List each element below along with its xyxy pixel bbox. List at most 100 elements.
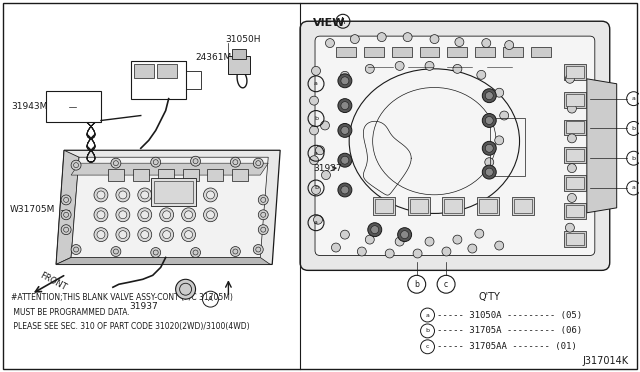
Circle shape — [61, 210, 71, 220]
Text: b: b — [314, 116, 318, 121]
Circle shape — [312, 66, 321, 76]
Circle shape — [316, 146, 324, 155]
Circle shape — [385, 249, 394, 258]
Circle shape — [191, 247, 200, 257]
Circle shape — [395, 61, 404, 70]
Circle shape — [485, 144, 493, 152]
Polygon shape — [71, 163, 268, 175]
Text: b: b — [632, 126, 636, 131]
Bar — [566, 66, 584, 78]
Circle shape — [259, 210, 268, 220]
Circle shape — [338, 183, 352, 197]
Polygon shape — [56, 150, 79, 264]
Circle shape — [453, 235, 462, 244]
Circle shape — [483, 89, 496, 103]
Circle shape — [116, 208, 130, 222]
Circle shape — [477, 70, 486, 79]
Circle shape — [151, 157, 161, 167]
Circle shape — [312, 186, 321, 195]
Text: c: c — [444, 280, 448, 289]
Circle shape — [425, 61, 434, 70]
Bar — [134, 64, 154, 78]
Circle shape — [94, 188, 108, 202]
Circle shape — [97, 211, 105, 219]
Circle shape — [505, 41, 514, 49]
Text: A: A — [340, 17, 346, 26]
Text: 31943M: 31943M — [12, 102, 48, 111]
Circle shape — [184, 191, 193, 199]
Bar — [514, 199, 532, 213]
Circle shape — [230, 247, 241, 256]
Circle shape — [111, 247, 121, 256]
Bar — [564, 64, 586, 80]
Circle shape — [377, 33, 386, 42]
Circle shape — [94, 228, 108, 241]
Circle shape — [151, 247, 161, 257]
Bar — [154, 181, 193, 203]
Circle shape — [116, 228, 130, 241]
Circle shape — [341, 77, 349, 85]
Circle shape — [163, 191, 171, 199]
Bar — [564, 119, 586, 135]
Bar — [564, 203, 586, 219]
Circle shape — [61, 195, 71, 205]
Bar — [479, 199, 497, 213]
Circle shape — [442, 247, 451, 256]
Circle shape — [230, 157, 241, 167]
Circle shape — [253, 244, 263, 254]
Circle shape — [321, 121, 330, 130]
Circle shape — [310, 96, 319, 105]
Bar — [566, 149, 584, 161]
Bar — [46, 91, 101, 122]
Bar — [133, 169, 148, 181]
Circle shape — [338, 124, 352, 137]
Circle shape — [403, 33, 412, 42]
Bar — [566, 232, 584, 244]
Bar — [157, 64, 177, 78]
Text: VIEW: VIEW — [313, 18, 346, 28]
Circle shape — [357, 247, 366, 256]
Circle shape — [204, 188, 218, 202]
Circle shape — [365, 235, 374, 244]
Circle shape — [482, 39, 491, 48]
Circle shape — [395, 237, 404, 246]
Text: a: a — [314, 151, 318, 156]
Circle shape — [401, 231, 408, 238]
Circle shape — [483, 165, 496, 179]
Circle shape — [338, 99, 352, 113]
Circle shape — [340, 230, 349, 239]
Circle shape — [565, 74, 574, 83]
Circle shape — [184, 211, 193, 219]
Text: 24361M: 24361M — [196, 54, 232, 62]
Circle shape — [119, 231, 127, 238]
Circle shape — [138, 228, 152, 241]
Circle shape — [495, 241, 504, 250]
Circle shape — [430, 35, 439, 44]
Circle shape — [484, 158, 493, 167]
Circle shape — [94, 208, 108, 222]
Bar — [531, 47, 551, 57]
Circle shape — [475, 229, 484, 238]
Circle shape — [182, 208, 196, 222]
Circle shape — [207, 211, 214, 219]
Text: 31050H: 31050H — [225, 35, 261, 44]
Circle shape — [341, 186, 349, 194]
Text: 31937: 31937 — [313, 164, 342, 173]
Circle shape — [207, 191, 214, 199]
Bar — [207, 169, 223, 181]
Circle shape — [326, 39, 335, 48]
Bar — [564, 231, 586, 247]
Circle shape — [259, 225, 268, 235]
Polygon shape — [71, 157, 268, 257]
Circle shape — [371, 226, 379, 234]
Circle shape — [160, 228, 173, 241]
Circle shape — [160, 208, 173, 222]
Text: ----- 31705A --------- (06): ----- 31705A --------- (06) — [438, 326, 582, 336]
Text: a: a — [426, 312, 429, 318]
Circle shape — [397, 228, 412, 241]
Circle shape — [182, 188, 196, 202]
Bar — [336, 47, 356, 57]
Circle shape — [119, 191, 127, 199]
Circle shape — [483, 113, 496, 128]
Bar — [410, 199, 428, 213]
